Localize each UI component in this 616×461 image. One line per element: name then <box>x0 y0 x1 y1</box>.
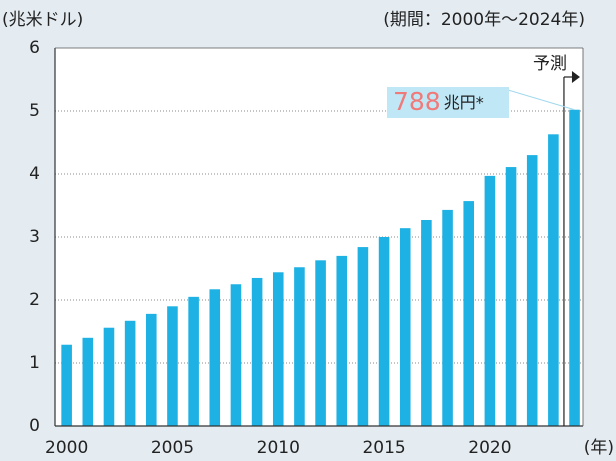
bar <box>167 306 178 426</box>
x-tick-label: 2005 <box>151 438 194 458</box>
annotation-number: 788 <box>393 87 441 116</box>
y-tick-label: 1 <box>29 353 40 373</box>
bar <box>145 313 157 426</box>
annotation-box <box>387 87 509 118</box>
bar <box>272 272 284 426</box>
x-axis-label: (年) <box>584 438 614 458</box>
bar <box>442 209 453 426</box>
x-tick-label: 2015 <box>362 438 405 458</box>
bar <box>82 337 94 426</box>
bar <box>336 255 348 426</box>
y-tick-label: 0 <box>29 416 40 436</box>
y-tick-label: 6 <box>29 38 40 58</box>
annotation-unit: 兆円* <box>444 93 484 112</box>
y-tick-label: 5 <box>29 101 40 121</box>
bar <box>294 267 305 426</box>
bar <box>548 134 559 426</box>
forecast-label: 予測 <box>533 54 567 74</box>
x-tick-label: 2020 <box>468 438 511 458</box>
bar <box>230 284 242 426</box>
bar <box>124 320 136 426</box>
bar <box>251 277 263 426</box>
bar <box>378 237 390 426</box>
annotation: 788 兆円* <box>393 87 484 116</box>
y-tick-label: 4 <box>29 164 40 184</box>
bar <box>505 167 517 426</box>
bar <box>357 247 369 426</box>
subtitle: (期間：2000年～2024年) <box>383 10 585 30</box>
bar <box>569 109 580 427</box>
y-tick-label: 2 <box>29 290 40 310</box>
annotation-leader <box>507 89 575 111</box>
bar <box>526 155 538 426</box>
bar <box>421 219 432 426</box>
bar <box>463 201 475 426</box>
bar <box>315 260 326 426</box>
y-axis-label: (兆米ドル) <box>2 10 83 30</box>
bar <box>399 228 411 426</box>
forecast-arrowhead <box>571 71 580 83</box>
bar <box>61 344 72 426</box>
bar <box>188 296 199 426</box>
y-tick-label: 3 <box>29 227 40 247</box>
x-tick-label: 2010 <box>257 438 300 458</box>
bar <box>484 175 496 426</box>
bar <box>209 289 221 426</box>
x-tick-label: 2000 <box>45 438 88 458</box>
bar <box>103 327 115 426</box>
